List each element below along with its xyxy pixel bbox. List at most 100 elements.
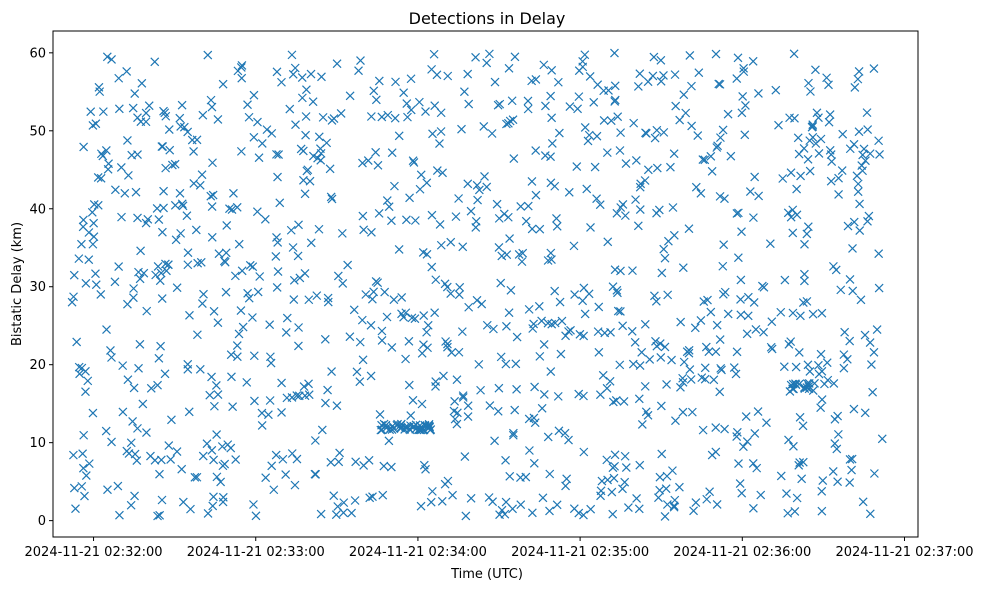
data-point [539,340,549,349]
data-point [711,49,721,59]
data-point [496,352,506,362]
data-point [134,363,143,373]
y-tick-label: 10 [29,436,46,451]
data-point [183,127,193,137]
data-point [177,100,187,110]
data-point [114,104,124,114]
data-point [292,391,302,401]
data-point [126,438,136,448]
data-point [574,92,584,102]
data-point [407,313,417,323]
data-point [531,190,541,200]
data-point [537,403,547,413]
data-point [406,74,416,84]
data-point [583,136,593,146]
data-point [206,95,216,105]
data-point [232,352,242,362]
data-point [734,459,743,468]
data-point [822,73,832,83]
data-point [447,348,457,357]
data-point [505,234,515,243]
data-point [574,66,584,76]
data-point [545,506,554,516]
data-point [736,310,746,320]
data-point [116,162,126,172]
data-point [354,66,363,76]
data-point [800,239,809,249]
chart-title: Detections in Delay [409,9,566,28]
data-point [101,426,111,436]
data-point [756,490,766,500]
data-point [271,251,281,261]
data-point [133,150,142,159]
data-point [737,227,746,237]
data-point [547,65,557,75]
data-point [608,463,618,473]
data-point [244,293,254,303]
data-point [793,133,803,143]
data-point [690,323,700,333]
data-point [634,504,644,514]
data-point [762,418,771,428]
data-point [261,473,271,483]
data-point [242,377,252,387]
data-point [676,382,685,392]
data-point [299,175,308,185]
data-point [401,215,411,225]
data-point [430,308,440,318]
data-point [244,112,254,122]
data-point [856,295,866,305]
data-point [738,92,748,101]
data-point [225,204,234,214]
data-point [323,297,333,307]
data-point [795,412,805,422]
data-point [377,112,387,122]
data-point [621,463,631,473]
data-point [546,367,556,377]
data-point [143,214,153,224]
data-point [440,479,450,489]
data-point [373,160,383,170]
data-point [788,205,798,215]
data-point [410,314,420,324]
data-point [397,293,407,302]
data-point [79,142,89,152]
data-point [102,325,111,335]
data-point [369,287,379,297]
data-point [366,320,376,330]
data-point [458,392,468,402]
data-point [504,308,514,318]
data-point [799,144,809,153]
data-point [609,473,619,483]
data-point [345,91,355,101]
data-point [824,80,833,90]
data-point [226,350,236,360]
data-point [160,369,170,379]
data-point [523,96,533,106]
data-point [669,149,679,159]
data-point [461,511,471,521]
data-point [485,401,495,411]
data-point [415,184,425,194]
data-point [472,295,482,305]
data-point [783,508,793,518]
data-point [874,136,884,146]
data-point [159,186,169,196]
data-point [287,449,297,458]
data-point [416,170,426,180]
data-point [391,77,400,87]
data-point [128,293,138,303]
data-point [668,203,678,212]
data-point [723,309,733,319]
data-point [512,384,522,394]
data-point [750,172,760,182]
data-point [621,159,631,169]
data-point [528,324,538,333]
data-point [539,60,549,70]
data-point [263,410,273,420]
data-point [432,70,442,80]
data-point [96,149,106,159]
data-point [834,190,844,199]
data-point [290,63,300,73]
data-point [862,108,872,118]
